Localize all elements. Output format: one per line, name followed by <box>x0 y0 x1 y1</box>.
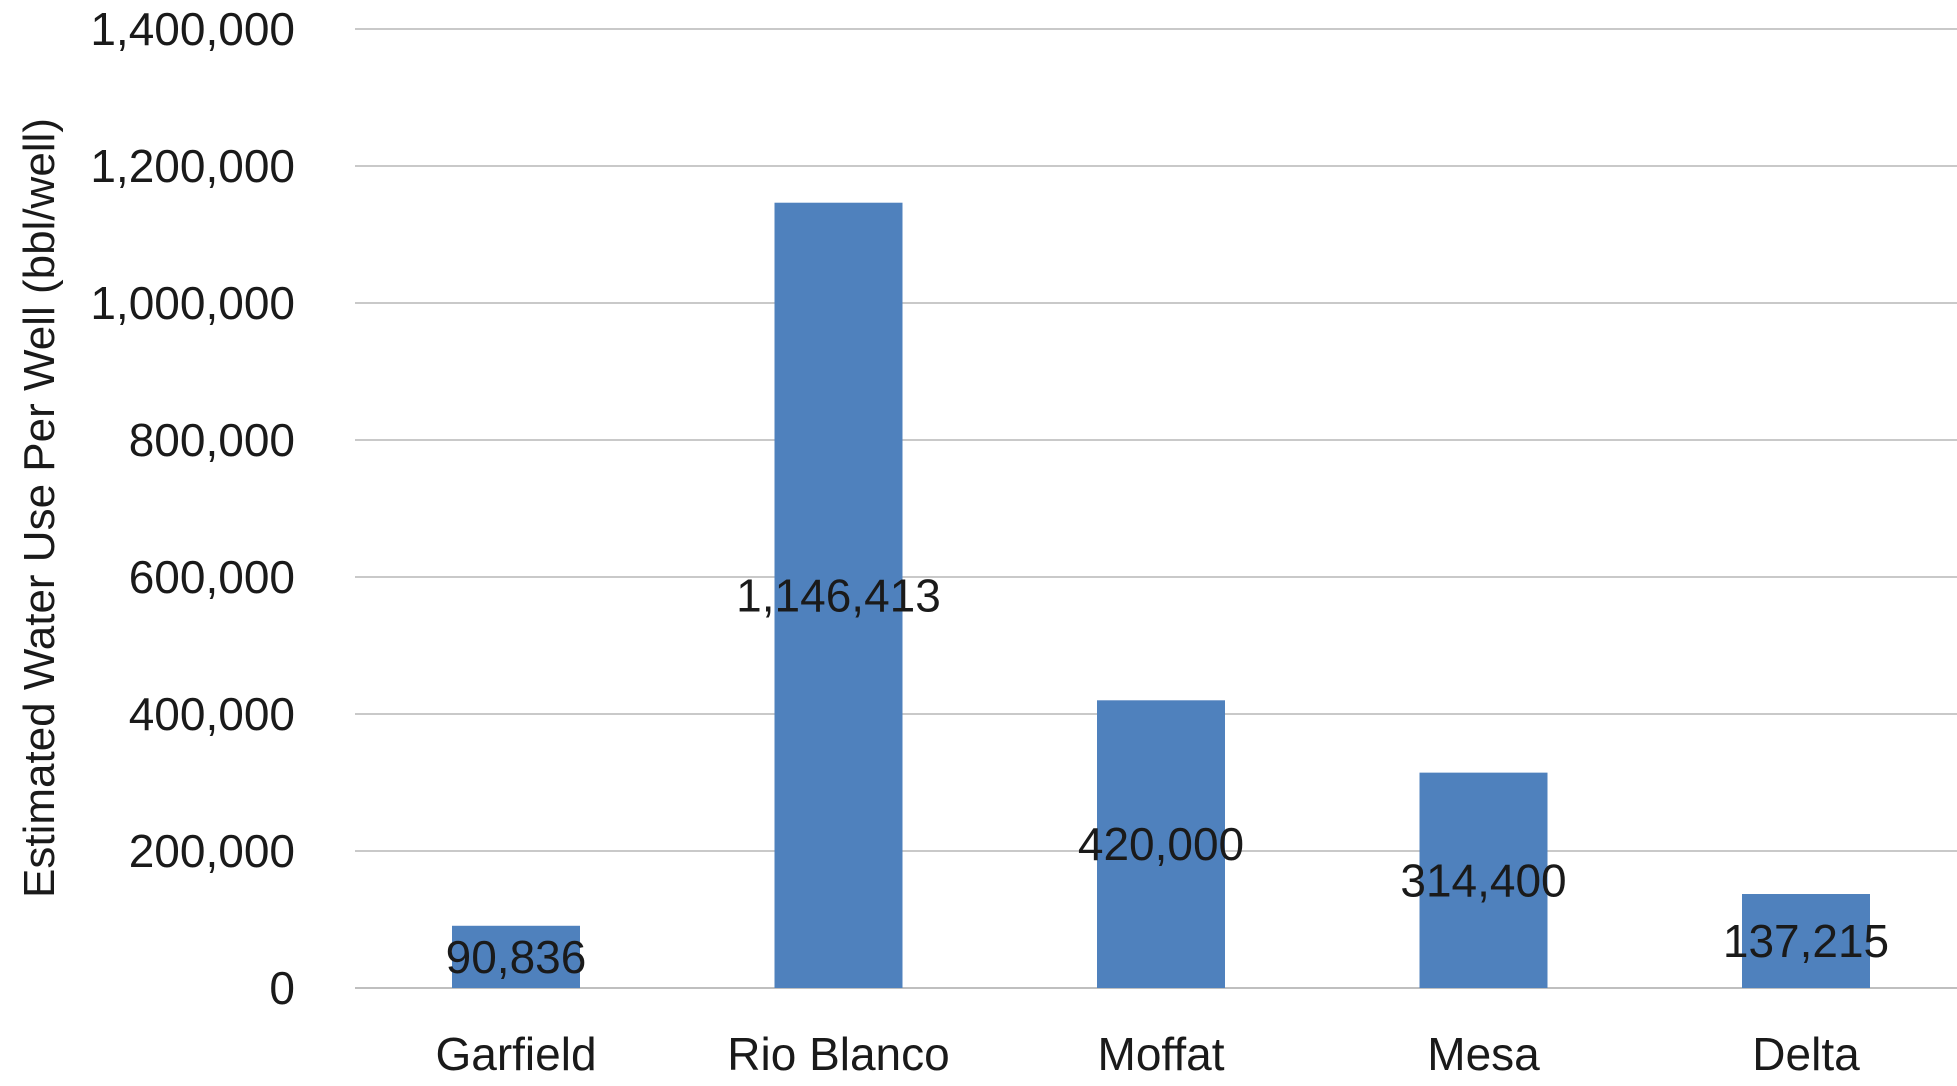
x-axis-categories: Garfield Rio Blanco Moffat Mesa Delta <box>435 1028 1860 1080</box>
y-tick-label: 0 <box>269 962 295 1014</box>
data-label: 314,400 <box>1400 854 1566 906</box>
data-label: 90,836 <box>446 931 587 983</box>
bar <box>774 202 903 988</box>
bar <box>1742 894 1870 988</box>
y-tick-label: 400,000 <box>129 688 295 740</box>
x-category-label: Delta <box>1752 1028 1860 1080</box>
bar <box>1097 700 1225 988</box>
x-category-label: Mesa <box>1427 1028 1540 1080</box>
bar <box>1419 772 1548 988</box>
data-labels: 90,836 1,146,413 420,000 314,400 137,215 <box>446 569 1889 983</box>
x-category-label: Rio Blanco <box>727 1028 949 1080</box>
y-tick-label: 800,000 <box>129 414 295 466</box>
data-label: 420,000 <box>1078 818 1244 870</box>
y-tick-label: 1,000,000 <box>90 277 295 329</box>
x-category-label: Garfield <box>435 1028 596 1080</box>
y-tick-label: 200,000 <box>129 825 295 877</box>
bars <box>452 202 1870 988</box>
y-tick-label: 600,000 <box>129 551 295 603</box>
y-axis-ticks: 0 200,000 400,000 600,000 800,000 1,000,000 1,… <box>90 3 295 1014</box>
y-axis-title: Estimated Water Use Per Well (bbl/well) <box>15 118 64 898</box>
y-tick-label: 1,400,000 <box>90 3 295 55</box>
data-label: 137,215 <box>1723 915 1889 967</box>
data-label: 1,146,413 <box>736 569 941 621</box>
bar <box>452 925 580 988</box>
y-tick-label: 1,200,000 <box>90 140 295 192</box>
x-category-label: Moffat <box>1098 1028 1225 1080</box>
